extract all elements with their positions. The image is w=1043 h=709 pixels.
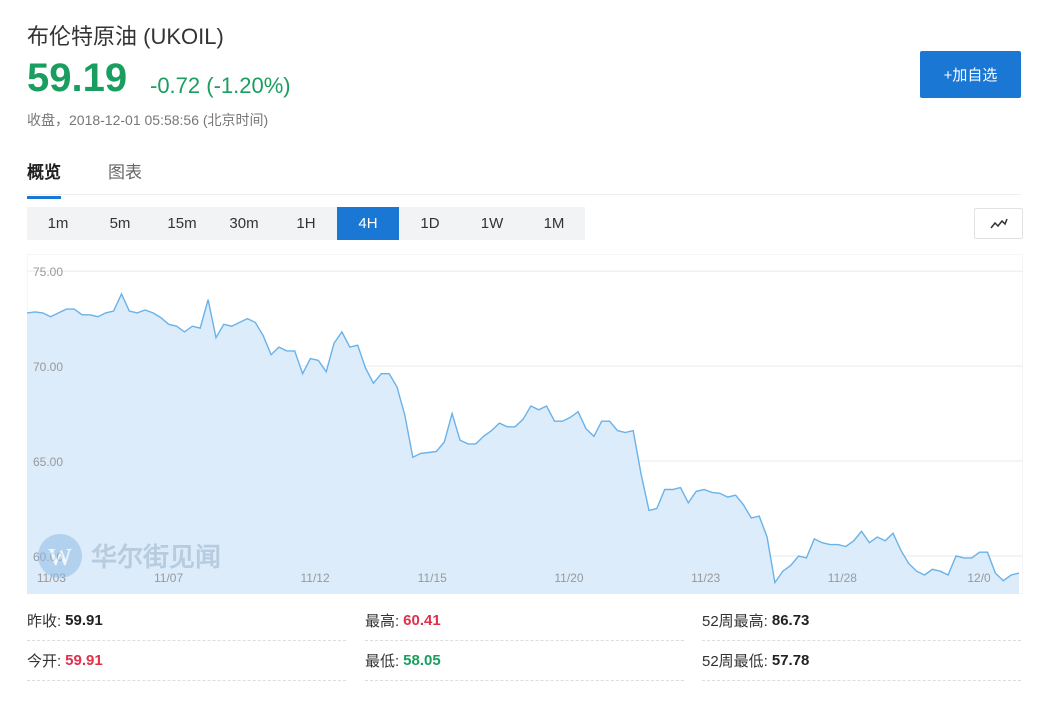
price-chart: 75.0070.0065.0060.0011/0311/0711/1211/15… — [26, 253, 1024, 595]
x-tick-label: 11/15 — [418, 571, 447, 585]
tab-chart[interactable]: 图表 — [108, 163, 142, 182]
period-15m[interactable]: 15m — [151, 207, 213, 240]
series-line — [26, 292, 1020, 585]
stat-prev-close-label: 昨收: — [27, 612, 62, 630]
stat-high-label: 最高: — [365, 612, 400, 630]
stat-52w-low-label: 52周最低: — [702, 652, 768, 670]
add-watchlist-button[interactable]: +加自选 — [920, 51, 1021, 98]
chart-svg: 75.0070.0065.0060.0011/0311/0711/1211/15… — [26, 253, 1024, 595]
period-1m[interactable]: 1m — [27, 207, 89, 240]
watermark-logo: W 华尔街见闻 — [38, 534, 221, 578]
x-tick-label: 12/0 — [967, 571, 991, 585]
period-30m[interactable]: 30m — [213, 207, 275, 240]
price-change: -0.72 (-1.20%) — [150, 73, 291, 98]
tab-bar: 概览 图表 — [27, 150, 1021, 199]
stat-high: 最高: 60.41 — [365, 600, 684, 641]
chart-type-button[interactable] — [974, 208, 1023, 239]
watermark-circle — [38, 534, 82, 578]
line-chart-icon — [989, 218, 1008, 228]
stat-low-value: 58.05 — [403, 651, 441, 669]
stat-prev-close: 昨收: 59.91 — [27, 600, 346, 641]
x-tick-label: 11/12 — [300, 571, 329, 585]
stat-open: 今开: 59.91 — [27, 640, 346, 681]
x-tick-label: 11/07 — [154, 571, 183, 585]
tab-overview[interactable]: 概览 — [27, 158, 61, 199]
watermark-text: 华尔街见闻 — [91, 542, 221, 573]
stat-52w-low: 52周最低: 57.78 — [702, 640, 1021, 681]
stat-low-label: 最低: — [365, 652, 400, 670]
y-tick-label: 65.00 — [33, 455, 63, 469]
instrument-title: 布伦特原油 (UKOIL) — [27, 24, 224, 49]
period-4h[interactable]: 4H — [337, 207, 399, 240]
y-tick-label: 70.00 — [33, 360, 63, 374]
period-1mo[interactable]: 1M — [523, 207, 585, 240]
series-area — [27, 293, 1019, 594]
y-tick-label: 75.00 — [33, 265, 63, 279]
period-1w[interactable]: 1W — [461, 207, 523, 240]
stat-low: 最低: 58.05 — [365, 640, 684, 681]
stat-high-value: 60.41 — [403, 611, 441, 629]
stat-52w-high-value: 86.73 — [771, 611, 810, 629]
stat-open-label: 今开: — [27, 652, 62, 670]
last-price: 59.19 — [27, 56, 128, 100]
stat-52w-high: 52周最高: 86.73 — [702, 600, 1021, 641]
period-5m[interactable]: 5m — [89, 207, 151, 240]
watermark-logo-letter: W — [48, 545, 72, 571]
period-selector: 1m 5m 15m 30m 1H 4H 1D 1W 1M — [27, 207, 585, 240]
stat-52w-high-label: 52周最高: — [702, 612, 768, 630]
x-tick-label: 11/23 — [691, 571, 720, 585]
stat-open-value: 59.91 — [65, 651, 103, 669]
x-tick-label: 11/20 — [554, 571, 583, 585]
stat-prev-close-value: 59.91 — [65, 611, 103, 629]
x-tick-label: 11/28 — [828, 571, 857, 585]
stat-52w-low-value: 57.78 — [771, 651, 810, 669]
period-1d[interactable]: 1D — [399, 207, 461, 240]
period-1h[interactable]: 1H — [275, 207, 337, 240]
market-status: 收盘，2018-12-01 05:58:56 (北京时间) — [27, 112, 269, 128]
